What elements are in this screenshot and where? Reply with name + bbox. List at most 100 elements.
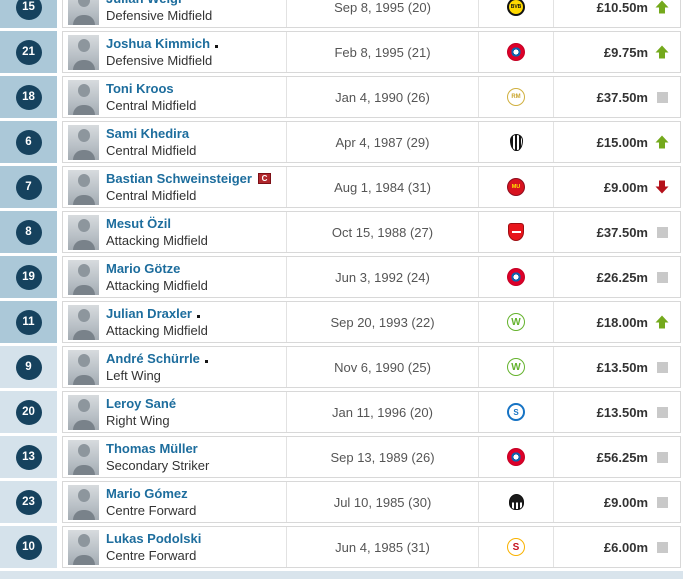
market-value: £15.00m [596,134,648,150]
player-row-card: Julian Draxler Attacking Midfield Sep 20… [62,301,681,343]
galatasaray-club-badge[interactable] [507,538,525,556]
shirt-number-badge: 9 [15,354,42,380]
wolfsburg-club-badge[interactable] [507,358,525,376]
birth-date: Nov 6, 1990 (25) [286,347,478,387]
table-row: 18 Toni Kroos Central Midfield Jan 4, 19… [0,76,683,118]
player-photo[interactable] [68,259,99,295]
schalke-club-badge[interactable] [507,403,525,421]
player-photo[interactable] [68,34,99,70]
shirt-number-badge: 8 [15,219,42,245]
trend-same-icon [655,495,669,509]
market-value: £26.25m [596,269,648,285]
market-value: £18.00m [596,314,648,330]
trend-same-icon [655,540,669,554]
player-name-line: Toni Kroos [106,81,286,97]
player-name-link[interactable]: Mesut Özil [106,215,172,231]
player-info: Leroy Sané Right Wing [106,392,286,432]
player-photo[interactable] [68,124,99,160]
bayern-club-badge[interactable] [507,268,525,286]
market-value-cell: £26.25m [553,257,680,297]
player-photo[interactable] [68,304,99,340]
market-value: £9.75m [603,44,648,60]
player-position: Centre Forward [106,502,197,518]
player-photo[interactable] [68,169,99,205]
club-badge-cell [478,0,553,27]
shirt-number-cell: 15 [0,0,57,28]
player-name-link[interactable]: Toni Kroos [106,80,174,96]
shirt-number-cell: 8 [0,211,57,253]
table-row: 8 Mesut Özil Attacking Midfield Oct 15, … [0,211,683,253]
player-photo-frame [63,167,106,207]
bayern-club-badge[interactable] [507,43,525,61]
arsenal-club-badge[interactable] [508,223,524,241]
player-info: André Schürrle Left Wing [106,347,286,387]
market-value-cell: £18.00m [553,302,680,342]
player-photo-frame [63,122,106,162]
market-value: £10.50m [596,0,648,15]
shirt-number-badge: 18 [15,84,42,110]
club-badge-cell [478,347,553,387]
juve-club-badge[interactable] [509,133,523,151]
player-position: Central Midfield [106,97,197,113]
player-name-link[interactable]: Julian Draxler [106,305,192,321]
birth-date: Oct 15, 1988 (27) [286,212,478,252]
bayern-club-badge[interactable] [507,448,525,466]
player-position: Centre Forward [106,547,197,563]
wolfsburg-club-badge[interactable] [507,313,525,331]
player-name-link[interactable]: André Schürrle [106,350,200,366]
player-photo-frame [63,437,106,477]
table-row: 15 Julian Weigl Defensive Midfield Sep 8… [0,0,683,28]
market-value-cell: £9.75m [553,32,680,72]
player-name-link[interactable]: Joshua Kimmich [106,35,211,51]
player-name-link[interactable]: Mario Götze [106,260,181,276]
player-name-link[interactable]: Lukas Podolski [106,530,202,546]
trend-same-icon [655,225,669,239]
player-name-link[interactable]: Leroy Sané [106,395,177,411]
club-badge-cell [478,302,553,342]
player-photo-frame [63,0,106,27]
player-name-link[interactable]: Julian Weigl [106,0,182,7]
birth-date: Sep 8, 1995 (20) [286,0,478,27]
shirt-number-cell: 18 [0,76,57,118]
trend-same-glyph [656,496,668,508]
shirt-number-badge: 6 [15,129,42,155]
trend-up-icon [655,135,669,149]
birth-date: Apr 4, 1987 (29) [286,122,478,162]
table-row: 21 Joshua Kimmich Defensive Midfield Feb… [0,31,683,73]
shirt-number-badge: 23 [15,489,42,515]
bvb-club-badge[interactable] [507,0,525,16]
shirt-number-badge: 19 [15,264,42,290]
real-club-badge[interactable] [507,88,525,106]
trend-same-glyph [656,406,668,418]
player-row-card: Mesut Özil Attacking Midfield Oct 15, 19… [62,211,681,253]
player-photo-frame [63,212,106,252]
shirt-number-badge: 15 [15,0,42,20]
player-info: Lukas Podolski Centre Forward [106,527,286,567]
trend-same-glyph [656,271,668,283]
player-photo[interactable] [68,394,99,430]
player-photo[interactable] [68,0,99,25]
player-photo[interactable] [68,439,99,475]
player-photo[interactable] [68,214,99,250]
trend-same-icon [655,90,669,104]
market-value-cell: £13.50m [553,347,680,387]
player-photo[interactable] [68,484,99,520]
footer-strip [0,571,683,579]
trend-same-icon [655,270,669,284]
player-name-link[interactable]: Sami Khedira [106,125,190,141]
player-name-link[interactable]: Mario Gómez [106,485,188,501]
player-name-link[interactable]: Thomas Müller [106,440,198,456]
player-row-card: Mario Gómez Centre Forward Jul 10, 1985 … [62,481,681,523]
player-photo[interactable] [68,79,99,115]
player-photo-frame [63,32,106,72]
market-value: £56.25m [596,449,648,465]
manutd-club-badge[interactable] [507,178,525,196]
player-photo[interactable] [68,529,99,565]
player-name-link[interactable]: Bastian Schweinsteiger [106,170,252,186]
market-value: £37.50m [596,89,648,105]
player-photo-frame [63,482,106,522]
besiktas-club-badge[interactable] [508,494,524,510]
club-badge-cell [478,32,553,72]
player-photo[interactable] [68,349,99,385]
